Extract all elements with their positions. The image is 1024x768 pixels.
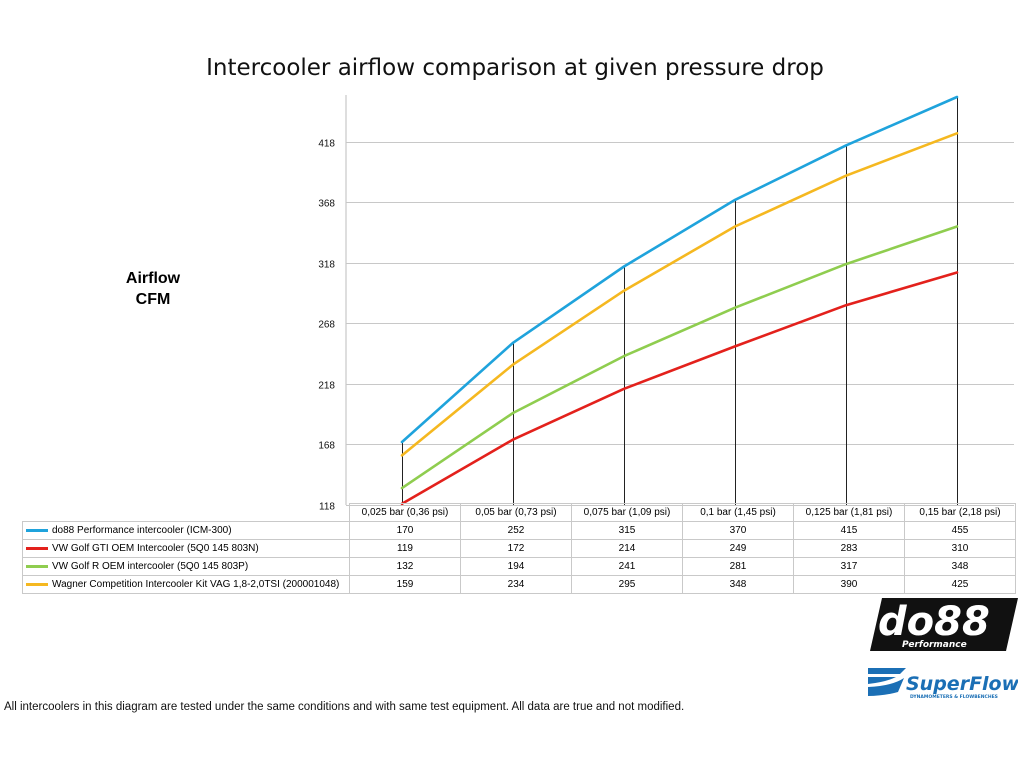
data-label-1-5: 310 [904,539,1016,558]
category-header-4: 0,125 bar (1,81 psi) [793,503,905,522]
category-header-1: 0,05 bar (0,73 psi) [460,503,572,522]
category-header-0: 0,025 bar (0,36 psi) [349,503,461,522]
data-label-0-4: 415 [793,521,905,540]
table-header-row: 0,025 bar (0,36 psi) 0,05 bar (0,73 psi) 0… [22,503,1016,522]
do88-logo: do88 Performance [868,595,1018,658]
table-row: VW Golf GTI OEM Intercooler (5Q0 145 803… [22,539,1016,558]
data-table: 0,025 bar (0,36 psi) 0,05 bar (0,73 psi) 0… [22,503,1016,594]
data-label-1-1: 172 [460,539,572,558]
footer-disclaimer: All intercoolers in this diagram are tes… [4,701,685,713]
do88-logo-text: do88 [878,599,990,645]
legend-label-0: do88 Performance intercooler (ICM-300) [52,525,232,536]
series-line-0 [400,95,959,444]
legend-entry-3: Wagner Competition Intercooler Kit VAG 1… [22,575,350,594]
data-label-0-2: 315 [571,521,683,540]
data-label-3-2: 295 [571,575,683,594]
legend-label-1: VW Golf GTI OEM Intercooler (5Q0 145 803… [52,543,259,554]
superflow-swoosh-icon [868,668,906,696]
data-label-3-1: 234 [460,575,572,594]
data-label-2-4: 317 [793,557,905,576]
y-tick-label-168: 168 [318,441,335,452]
y-axis-label: Airflow CFM [98,268,208,310]
data-label-1-2: 214 [571,539,683,558]
table-corner-cell [22,503,350,522]
data-label-0-1: 252 [460,521,572,540]
y-tick-label-418: 418 [318,139,335,150]
data-label-1-0: 119 [349,539,461,558]
data-label-1-3: 249 [682,539,794,558]
data-label-0-5: 455 [904,521,1016,540]
series-line-2 [400,225,959,490]
legend-label-2: VW Golf R OEM intercooler (5Q0 145 803P) [52,561,249,572]
data-label-0-0: 170 [349,521,461,540]
gridlines [345,95,1014,506]
data-label-3-5: 425 [904,575,1016,594]
category-header-5: 0,15 bar (2,18 psi) [904,503,1016,522]
legend-entry-1: VW Golf GTI OEM Intercooler (5Q0 145 803… [22,539,350,558]
legend-swatch-2 [26,564,48,568]
series-line-3 [400,132,959,457]
superflow-logo-subtext: DYNAMOMETERS & FLOWBENCHES [910,694,998,700]
do88-logo-subtext: Performance [902,640,967,650]
data-label-2-1: 194 [460,557,572,576]
drop-lines [402,97,958,505]
y-axis-label-line-2: CFM [135,291,171,308]
superflow-logo: SuperFlow DYNAMOMETERS & FLOWBENCHES [866,666,1020,705]
superflow-logo-text: SuperFlow [906,673,1018,695]
category-header-3: 0,1 bar (1,45 psi) [682,503,794,522]
series-lines [400,95,959,506]
data-label-3-3: 348 [682,575,794,594]
legend-swatch-3 [26,582,48,586]
table-row: do88 Performance intercooler (ICM-300) 17… [22,521,1016,540]
y-tick-label-318: 318 [318,260,335,271]
y-tick-label-368: 368 [318,199,335,210]
data-label-3-4: 390 [793,575,905,594]
table-row: Wagner Competition Intercooler Kit VAG 1… [22,575,1016,594]
legend-label-3: Wagner Competition Intercooler Kit VAG 1… [52,579,340,590]
data-label-2-3: 281 [682,557,794,576]
data-label-2-2: 241 [571,557,683,576]
y-axis-label-line-1: Airflow [125,270,181,287]
chart-title: Intercooler airflow comparison at given … [206,55,824,81]
data-label-2-0: 132 [349,557,461,576]
data-label-2-5: 348 [904,557,1016,576]
category-header-2: 0,075 bar (1,09 psi) [571,503,683,522]
table-row: VW Golf R OEM intercooler (5Q0 145 803P)… [22,557,1016,576]
data-label-3-0: 159 [349,575,461,594]
legend-swatch-0 [26,528,48,532]
data-label-0-3: 370 [682,521,794,540]
y-tick-label-218: 218 [318,381,335,392]
legend-entry-0: do88 Performance intercooler (ICM-300) [22,521,350,540]
legend-swatch-1 [26,546,48,550]
legend-entry-2: VW Golf R OEM intercooler (5Q0 145 803P) [22,557,350,576]
y-tick-label-268: 268 [318,320,335,331]
series-line-1 [400,271,959,506]
data-label-1-4: 283 [793,539,905,558]
